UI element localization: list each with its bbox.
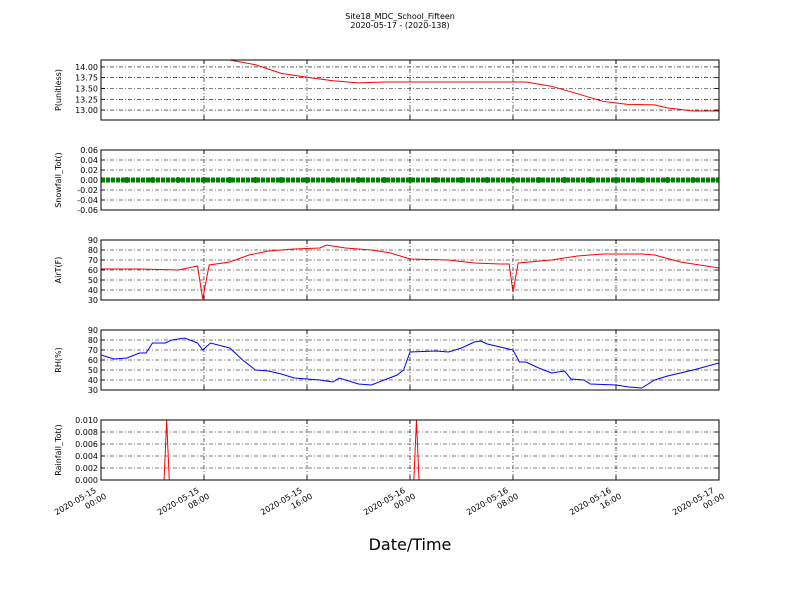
y-axis-label: Snowfall_Tot()	[54, 152, 63, 208]
y-tick-label: 0.04	[80, 156, 98, 165]
data-line	[101, 420, 719, 480]
y-tick-label: 50	[88, 366, 98, 375]
plot-area	[101, 420, 719, 480]
x-tick-label: 2020-05-1508:00	[156, 483, 211, 526]
y-tick-label: 13.00	[75, 106, 98, 115]
x-axis-label: Date/Time	[369, 535, 452, 554]
y-tick-label: 60	[88, 266, 98, 275]
axes-frame	[100, 149, 720, 211]
y-tick-label: 90	[88, 236, 98, 245]
data-line	[101, 337, 719, 389]
y-axis-label: AirT(F)	[54, 257, 63, 284]
title: Site18_MDC_School_Fifteen	[345, 12, 455, 21]
plot-area	[101, 60, 719, 112]
y-tick-label: 0.000	[75, 476, 98, 485]
y-tick-label: 30	[88, 296, 98, 305]
y-axis-label: Rainfall_Tot()	[54, 424, 63, 476]
y-tick-label: 0.002	[75, 464, 98, 473]
y-tick-label: 40	[88, 286, 98, 295]
data-line	[101, 60, 719, 112]
y-tick-label: 50	[88, 276, 98, 285]
axes-frame	[100, 329, 720, 391]
x-tick-label: 2020-05-1516:00	[259, 483, 314, 526]
y-tick-label: 13.25	[75, 95, 98, 104]
y-tick-label: 0.006	[75, 440, 98, 449]
plot-area	[101, 337, 719, 389]
y-tick-label: 80	[88, 246, 98, 255]
y-tick-label: 0.00	[80, 176, 98, 185]
x-tick-label: 2020-05-1500:00	[53, 483, 108, 526]
x-tick-label: 2020-05-1616:00	[568, 483, 623, 526]
y-tick-label: 80	[88, 336, 98, 345]
y-tick-label: 40	[88, 376, 98, 385]
y-tick-label: 0.004	[75, 452, 98, 461]
y-tick-label: 0.010	[75, 416, 98, 425]
y-tick-label: 0.008	[75, 428, 98, 437]
y-tick-label: -0.06	[77, 206, 98, 215]
axes-frame	[100, 59, 720, 121]
y-tick-label: 0.06	[80, 146, 98, 155]
plot-area	[101, 244, 719, 300]
y-tick-label: 14.00	[75, 63, 98, 72]
y-tick-label: 13.75	[75, 74, 98, 83]
y-tick-label: 60	[88, 356, 98, 365]
y-tick-label: 0.02	[80, 166, 98, 175]
axes-frame	[100, 239, 720, 301]
y-tick-label: -0.04	[77, 196, 98, 205]
y-tick-label: 70	[88, 346, 98, 355]
y-tick-label: 30	[88, 386, 98, 395]
y-axis-label: P(unitless)	[54, 69, 63, 111]
y-tick-label: -0.02	[77, 186, 98, 195]
y-tick-label: 13.50	[75, 84, 98, 93]
y-tick-label: 90	[88, 326, 98, 335]
x-tick-label: 2020-05-1700:00	[671, 483, 726, 526]
plot-area	[101, 177, 719, 183]
data-line	[101, 244, 719, 300]
y-axis-label: RH(%)	[54, 347, 63, 372]
y-tick-label: 70	[88, 256, 98, 265]
subtitle: 2020-05-17 - (2020-138)	[350, 21, 449, 30]
x-tick-label: 2020-05-1600:00	[362, 483, 417, 526]
axes-frame	[100, 419, 720, 481]
x-tick-label: 2020-05-1608:00	[465, 483, 520, 526]
